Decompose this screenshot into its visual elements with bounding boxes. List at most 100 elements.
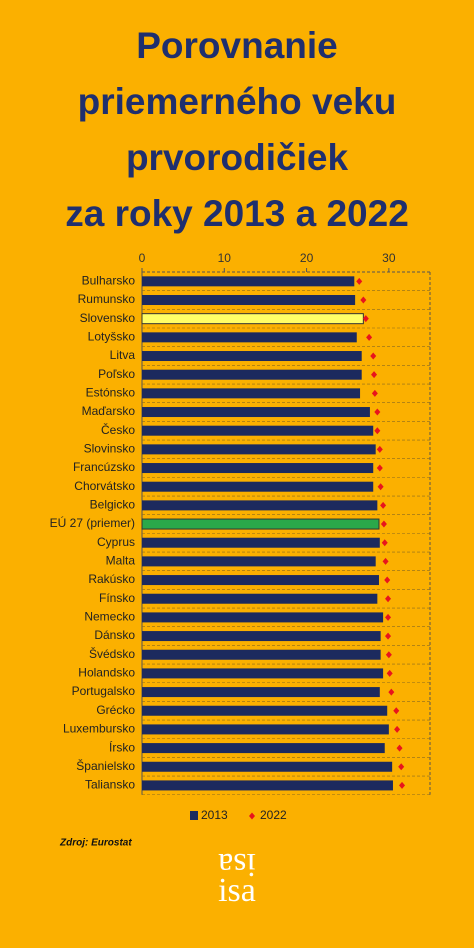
bar bbox=[142, 444, 376, 455]
y-tick-label: Maďarsko bbox=[82, 404, 136, 418]
marker bbox=[371, 389, 378, 397]
marker bbox=[376, 464, 383, 472]
bar bbox=[142, 556, 376, 567]
y-tick-label: Taliansko bbox=[85, 778, 135, 792]
marker bbox=[356, 277, 363, 285]
bar bbox=[142, 500, 378, 511]
bar bbox=[142, 724, 389, 735]
bar bbox=[142, 705, 388, 716]
marker bbox=[393, 707, 400, 715]
x-tick-label: 20 bbox=[300, 251, 314, 265]
bar bbox=[142, 761, 393, 772]
y-tick-label: Chorvátsko bbox=[74, 479, 135, 493]
y-tick-label: Slovinsko bbox=[84, 442, 136, 456]
y-tick-label: Litva bbox=[110, 348, 136, 362]
bar bbox=[142, 780, 393, 791]
y-tick-label: Holandsko bbox=[78, 666, 135, 680]
marker bbox=[388, 688, 395, 696]
legend-swatch bbox=[190, 811, 198, 820]
legend-label: 2022 bbox=[260, 808, 287, 822]
y-tick-label: Poľsko bbox=[98, 367, 135, 381]
marker bbox=[374, 408, 381, 416]
y-tick-label: Cyprus bbox=[97, 535, 135, 549]
y-tick-label: Bulharsko bbox=[82, 274, 136, 288]
marker bbox=[396, 744, 403, 752]
marker bbox=[398, 763, 405, 771]
marker bbox=[376, 445, 383, 453]
marker bbox=[380, 520, 387, 528]
marker bbox=[370, 352, 377, 360]
source: Zdroj: Eurostat bbox=[59, 838, 132, 849]
marker bbox=[384, 576, 391, 584]
y-tick-label: Fínsko bbox=[99, 591, 135, 605]
bar bbox=[142, 276, 355, 287]
marker bbox=[385, 632, 392, 640]
bar bbox=[142, 743, 385, 754]
logo: isa bbox=[218, 846, 256, 883]
y-tick-label: Nemecko bbox=[84, 610, 135, 624]
y-tick-label: EÚ 27 (priemer) bbox=[50, 515, 135, 530]
marker bbox=[385, 651, 392, 659]
bar bbox=[142, 649, 381, 660]
y-tick-label: Lotyšsko bbox=[88, 330, 136, 344]
marker bbox=[362, 315, 369, 323]
bar bbox=[142, 351, 362, 362]
bar bbox=[142, 407, 370, 418]
y-tick-label: Malta bbox=[106, 554, 136, 568]
bar bbox=[142, 295, 356, 306]
y-tick-label: Portugalsko bbox=[72, 684, 136, 698]
y-tick-label: Belgicko bbox=[90, 498, 136, 512]
marker bbox=[366, 333, 373, 341]
bar bbox=[142, 481, 374, 492]
y-tick-label: Dánsko bbox=[94, 628, 135, 642]
bar bbox=[142, 631, 381, 642]
y-tick-label: Česko bbox=[101, 422, 135, 437]
marker bbox=[382, 557, 389, 565]
y-tick-label: Slovensko bbox=[80, 311, 136, 325]
y-tick-label: Francúzsko bbox=[73, 460, 135, 474]
y-tick-label: Írsko bbox=[109, 739, 135, 754]
marker bbox=[360, 296, 367, 304]
bar bbox=[142, 575, 379, 586]
bar bbox=[142, 687, 380, 698]
marker bbox=[399, 781, 406, 789]
legend-swatch bbox=[249, 812, 255, 820]
bar bbox=[142, 612, 384, 623]
bar bbox=[142, 537, 380, 548]
marker bbox=[377, 483, 384, 491]
x-tick-label: 10 bbox=[218, 251, 232, 265]
bar bbox=[142, 593, 378, 604]
marker bbox=[381, 539, 388, 547]
y-tick-label: Španielsko bbox=[76, 758, 135, 773]
x-tick-label: 30 bbox=[382, 251, 396, 265]
y-tick-label: Luxembursko bbox=[63, 722, 135, 736]
bar bbox=[142, 463, 374, 474]
marker bbox=[386, 669, 393, 677]
y-tick-label: Estónsko bbox=[86, 386, 136, 400]
marker bbox=[371, 371, 378, 379]
marker bbox=[374, 427, 381, 435]
legend-label: 2013 bbox=[201, 808, 228, 822]
y-tick-label: Rumunsko bbox=[78, 292, 136, 306]
bar bbox=[142, 388, 361, 399]
y-tick-label: Rakúsko bbox=[88, 572, 135, 586]
bar bbox=[142, 332, 357, 343]
x-tick-label: 0 bbox=[139, 251, 146, 265]
y-tick-label: Grécko bbox=[96, 703, 135, 717]
marker bbox=[380, 501, 387, 509]
chart-title: priemerného veku bbox=[78, 81, 397, 122]
logo: isa bbox=[218, 872, 256, 909]
y-tick-label: Švédsko bbox=[89, 646, 135, 661]
bar bbox=[142, 425, 374, 436]
marker bbox=[394, 725, 401, 733]
chart-title: za roky 2013 a 2022 bbox=[65, 193, 409, 234]
bar bbox=[141, 313, 364, 325]
marker bbox=[385, 595, 392, 603]
marker bbox=[385, 613, 392, 621]
bar bbox=[141, 518, 380, 530]
chart-title: prvorodičiek bbox=[126, 137, 348, 178]
bar bbox=[142, 668, 384, 679]
chart-title: Porovnanie bbox=[136, 25, 338, 66]
bar bbox=[142, 369, 362, 380]
